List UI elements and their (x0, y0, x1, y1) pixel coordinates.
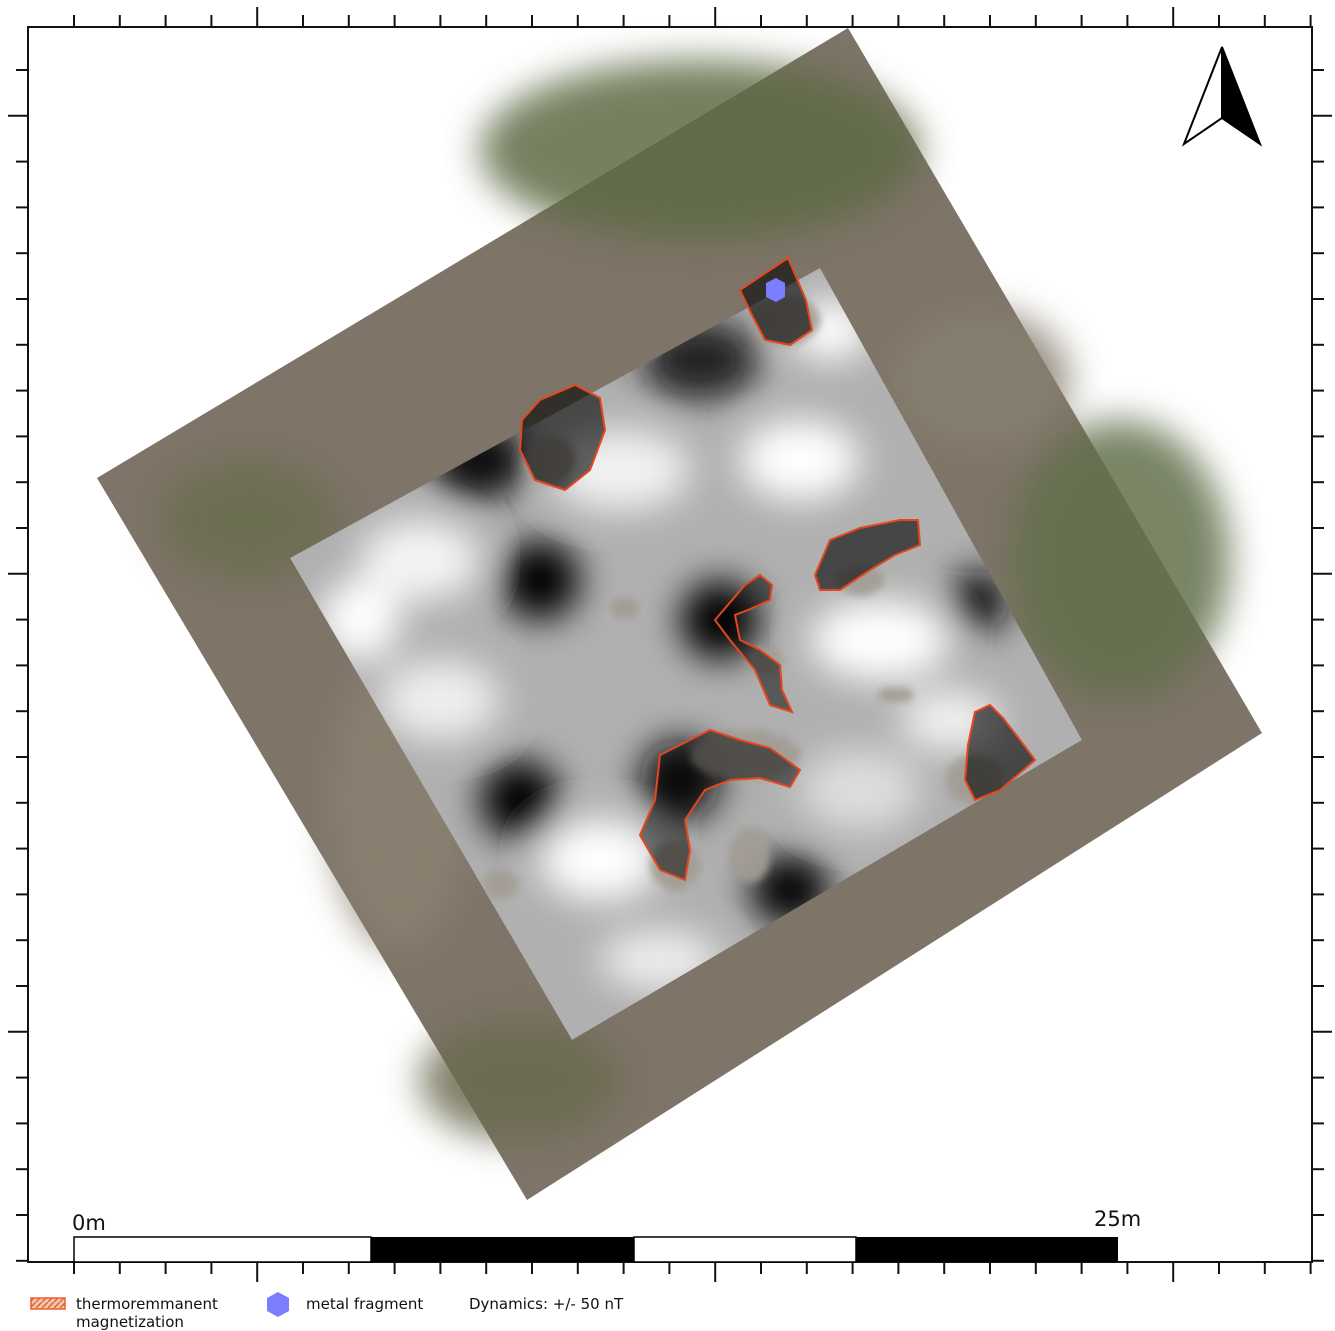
legend: thermoremmanent magnetization metal frag… (31, 1292, 624, 1331)
legend-swatch (31, 1298, 65, 1309)
legend-label: thermoremmanent (76, 1295, 218, 1313)
map-figure: 0m 25m thermoremmanent magnetization met… (0, 0, 1335, 1331)
legend-label: metal fragment (306, 1295, 423, 1313)
legend-label: magnetization (76, 1313, 184, 1331)
scale-end-label: 25m (1094, 1207, 1141, 1231)
legend-note: Dynamics: +/- 50 nT (469, 1295, 624, 1313)
scale-start-label: 0m (72, 1211, 106, 1235)
metal-fragment-marker (766, 278, 785, 302)
legend-swatch (267, 1292, 289, 1317)
